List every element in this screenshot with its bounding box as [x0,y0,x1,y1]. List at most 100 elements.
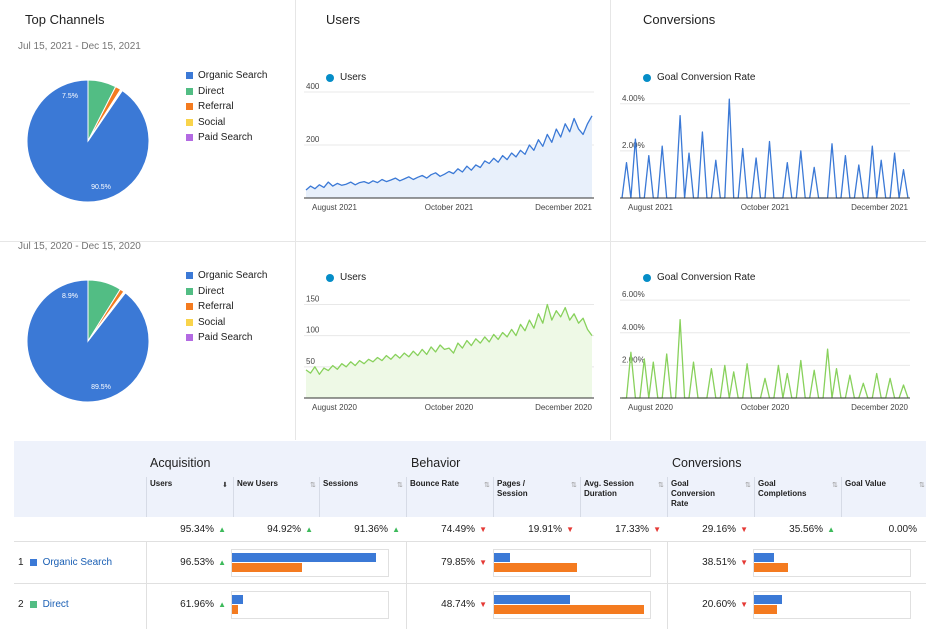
legend-swatch [186,103,193,111]
col-goal-conversion-rate[interactable]: Goal Conversion Rate [671,479,716,508]
channel-link-direct[interactable]: Direct [42,598,69,610]
y-tick-label: 400 [306,82,320,91]
legend-swatch [186,272,193,280]
conversion-chart-2020[interactable]: 6.00% 4.00% 2.00% August 2020 October 2020 De… [620,290,910,416]
total-pages-session: 19.91% ▼ [493,517,574,541]
sort-icon[interactable]: ⇅ [745,482,751,489]
row-users: 61.96% ▲ [146,584,226,624]
total-value: 95.34% [180,523,215,535]
legend-swatch [186,287,193,295]
arrow-down-icon: ▼ [479,524,487,534]
col-sessions[interactable]: Sessions [323,479,359,488]
x-tick-label: August 2020 [628,403,673,412]
series-line [305,303,593,375]
col-divider [146,477,147,517]
x-tick-label: October 2020 [425,403,474,412]
series-dot-icon [326,273,334,282]
sort-icon[interactable]: ⇅ [832,482,838,489]
arrow-down-icon: ▼ [653,524,661,534]
pie-label-organic: 90.5% [91,184,111,191]
legend-item: Social [186,115,267,131]
arrow-down-icon: ▼ [479,557,487,567]
series-line [622,319,909,399]
total-goal-completions: 35.56% ▲ [754,517,835,541]
y-tick-label: 50 [306,357,315,366]
row-goal-conv: 38.51% ▼ [667,542,748,582]
y-tick-label: 4.00% [622,323,645,332]
users-chart-2020[interactable]: 150 100 50 August 2020 October 2020 December … [304,292,594,416]
conversion-chart-2021[interactable]: 4.00% 2.00% August 2021 October 2021 Decembe… [620,92,910,216]
col-divider [580,477,581,517]
bar-blue [754,595,783,604]
y-tick-label: 200 [306,135,320,144]
total-avg-session: 17.33% ▼ [580,517,661,541]
col-users[interactable]: Users [150,479,173,488]
y-tick-label: 100 [306,326,320,335]
conversions-legend: Goal Conversion Rate [643,72,755,83]
sort-icon[interactable]: ⇅ [658,482,664,489]
col-new-users[interactable]: New Users [237,479,278,488]
legend-swatch [186,72,193,80]
row-label: 1 Organic Search [18,542,112,582]
table-row[interactable]: 2 Direct 61.96% ▲ 48.74% ▼ 20.60% ▼ [14,583,926,629]
table-row[interactable]: 1 Organic Search 96.53% ▲ 79.85% ▼ 38.51% ▼ [14,541,926,584]
x-tick-label: August 2020 [312,403,357,412]
col-divider [319,477,320,517]
col-avg-session-duration[interactable]: Avg. Session Duration [584,479,634,498]
total-value: 94.92% [267,523,302,535]
users-chart-2021[interactable]: 400 200 August 2021 October 2021 December 20… [304,82,594,216]
series-area [306,115,592,198]
sort-icon[interactable]: ⇅ [310,482,316,489]
arrow-up-icon: ▲ [392,524,400,534]
sort-icon[interactable]: ⇅ [484,482,490,489]
col-bounce-rate[interactable]: Bounce Rate [410,479,459,488]
group-acquisition: Acquisition [150,456,211,470]
group-behavior: Behavior [411,456,461,470]
x-tick-label: October 2021 [741,203,790,212]
legend-label: Organic Search [198,70,268,82]
legend-item: Organic Search [186,68,267,84]
row-rank: 1 [18,556,24,568]
conversions-title: Conversions [643,12,716,27]
channel-swatch [29,600,37,608]
users-legend-label: Users [340,272,367,283]
legend-swatch [186,134,193,142]
col-divider [146,584,147,629]
x-tick-label: December 2021 [851,203,908,212]
col-divider [406,542,407,584]
legend-label: Referral [198,301,234,313]
col-pages-session[interactable]: Pages / Session [497,479,528,498]
series-dot-icon [643,73,651,82]
arrow-down-icon: ▼ [740,524,748,534]
arrow-up-icon: ▲ [218,557,226,567]
channel-link-organic-search[interactable]: Organic Search [42,556,113,568]
users-title: Users [326,12,360,27]
legend-item: Paid Search [186,130,267,146]
sort-desc-icon[interactable]: ⬇ [222,482,228,489]
legend-label: Organic Search [198,270,268,282]
pie-chart-2020[interactable]: 89.5% 8.9% [26,279,150,403]
bar-blue [232,595,243,604]
date-range-2021: Jul 15, 2021 - Dec 15, 2021 [18,41,141,52]
sort-icon[interactable]: ⇅ [919,482,925,489]
channel-legend-2020: Organic Search Direct Referral Social Paid S… [186,268,267,346]
divider [610,0,611,440]
legend-swatch [186,118,193,126]
legend-label: Paid Search [198,332,253,344]
cell-value: 38.51% [702,556,737,568]
acquisition-bar [231,591,389,619]
x-tick-label: October 2021 [425,203,474,212]
cell-value: 79.85% [441,556,476,568]
bar-blue [754,553,775,562]
col-goal-completions[interactable]: Goal Completions [758,479,807,498]
col-divider [667,477,668,517]
x-tick-label: December 2020 [851,403,908,412]
cell-value: 20.60% [702,598,737,610]
legend-swatch [186,303,193,311]
col-goal-value[interactable]: Goal Value [845,479,886,488]
sort-icon[interactable]: ⇅ [397,482,403,489]
sort-icon[interactable]: ⇅ [571,482,577,489]
pie-chart-2021[interactable]: 90.5% 7.5% [26,79,150,203]
conversions-legend-label: Goal Conversion Rate [657,72,756,83]
col-divider [406,584,407,629]
